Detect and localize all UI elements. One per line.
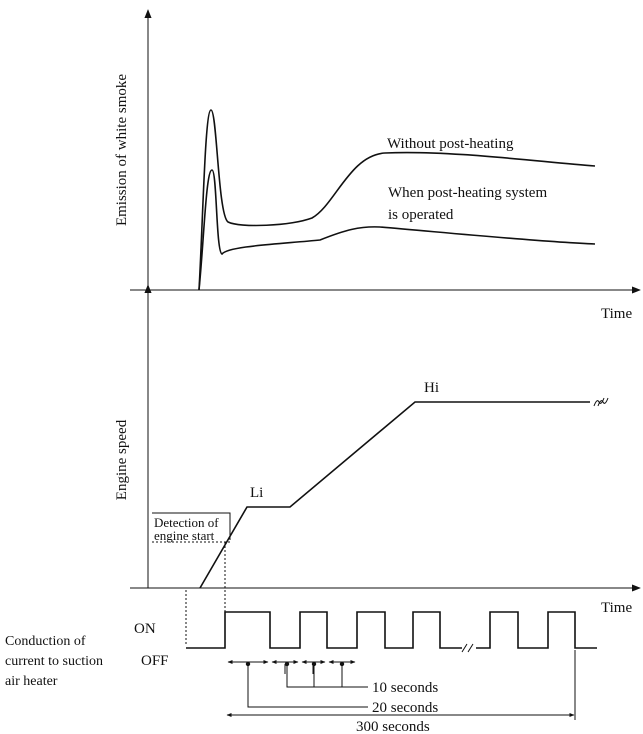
dot <box>311 661 317 667</box>
on-label: ON <box>134 621 156 637</box>
dot <box>284 661 290 667</box>
x-label: Time <box>601 306 632 322</box>
middle-graph: Engine speed Time Hi Li Detection of eng… <box>114 284 641 650</box>
break-mark <box>461 643 474 653</box>
break-mark <box>593 397 609 407</box>
li-label: Li <box>250 485 263 501</box>
curve-without <box>198 109 596 291</box>
curve-label: When post-heating system <box>388 185 547 201</box>
detection-box <box>152 512 231 540</box>
off-label: OFF <box>141 653 169 669</box>
square-wave <box>186 611 597 649</box>
curve-label: is operated <box>388 207 454 223</box>
heater-graph: ON OFF Conduction of current to suction … <box>5 611 597 734</box>
hi-label: Hi <box>424 380 439 396</box>
y-label: Engine speed <box>114 419 130 500</box>
interval-label: 300 seconds <box>356 719 430 734</box>
y-label: Emission of white smoke <box>114 74 130 226</box>
top-graph: Emission of white smoke Time Without pos… <box>114 9 641 322</box>
description: current to suction <box>5 654 103 669</box>
curve-label: Without post-heating <box>387 136 514 152</box>
interval-label: 10 seconds <box>372 680 438 696</box>
description: Conduction of <box>5 634 86 649</box>
speed-line <box>199 401 590 589</box>
detection-label: engine start <box>154 528 215 543</box>
description: air heater <box>5 674 58 689</box>
detection-label: Detection of <box>154 515 219 530</box>
x-label: Time <box>601 600 632 616</box>
leader-20 <box>247 664 368 708</box>
curve-with <box>198 169 596 291</box>
interval-label: 20 seconds <box>372 700 438 716</box>
leader-10 <box>286 664 368 688</box>
dot <box>245 661 251 667</box>
dot <box>339 661 345 667</box>
